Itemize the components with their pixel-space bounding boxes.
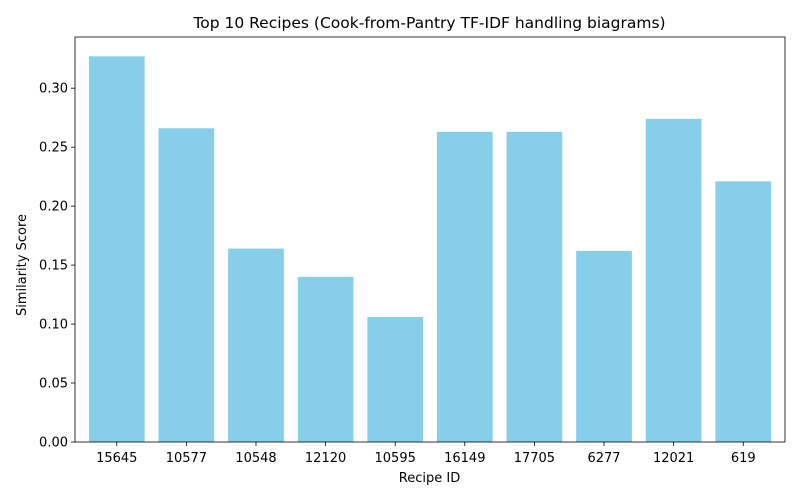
bar-10577 — [158, 128, 215, 442]
y-axis-title: Similarity Score — [15, 214, 30, 316]
x-tick-label: 15645 — [96, 451, 137, 466]
y-tick-label: 0.05 — [39, 377, 68, 392]
y-tick-label: 0.10 — [39, 318, 68, 333]
x-tick-label: 10595 — [375, 451, 416, 466]
bar-6277 — [576, 250, 632, 442]
chart-title: Top 10 Recipes (Cook-from-Pantry TF-IDF … — [192, 14, 665, 32]
bar-10548 — [228, 248, 284, 442]
x-axis-title: Recipe ID — [399, 471, 460, 486]
x-tick-label: 6277 — [587, 451, 620, 466]
x-tick-label: 12120 — [305, 451, 346, 466]
bar-10595 — [367, 316, 424, 442]
bar-16149 — [436, 131, 493, 442]
x-tick-label: 16149 — [444, 451, 485, 466]
bar-15645 — [88, 56, 145, 443]
bar-12120 — [297, 276, 354, 442]
plot-frame — [74, 36, 786, 443]
y-tick-label: 0.20 — [39, 200, 68, 215]
x-tick-label: 10548 — [235, 451, 276, 466]
y-tick-label: 0.00 — [39, 436, 68, 451]
bar-619 — [715, 181, 772, 443]
x-tick-label: 619 — [731, 451, 756, 466]
bar-12021 — [645, 118, 702, 442]
y-tick-label: 0.30 — [39, 82, 68, 97]
bar-17705 — [506, 131, 563, 442]
y-tick-label: 0.15 — [39, 259, 68, 274]
x-tick-label: 17705 — [514, 451, 555, 466]
x-tick-label: 12021 — [653, 451, 694, 466]
x-tick-label: 10577 — [166, 451, 207, 466]
plot-area: 15645 10577 10548 12120 10595 16149 17705 6277 1… — [39, 36, 786, 466]
y-tick-label: 0.25 — [39, 141, 68, 156]
